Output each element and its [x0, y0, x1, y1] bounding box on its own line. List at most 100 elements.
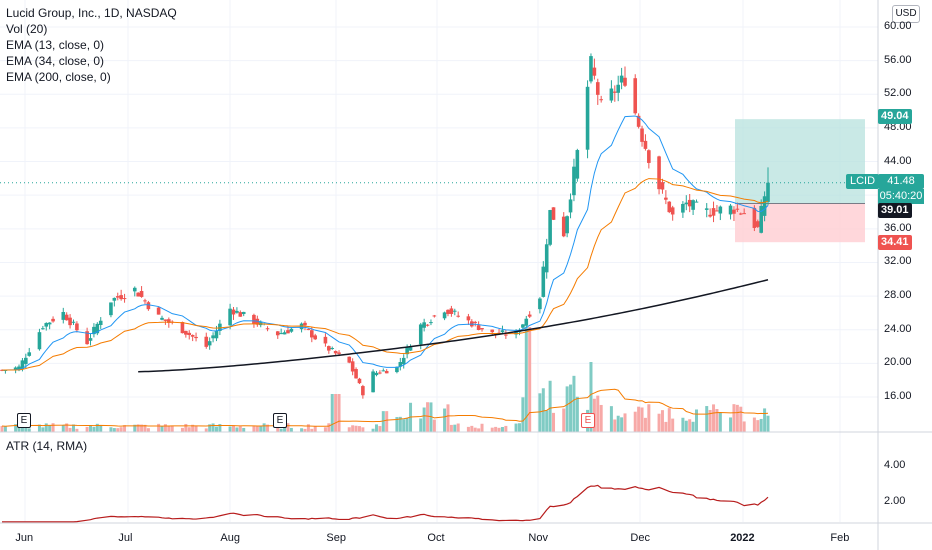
- candle-body: [538, 298, 542, 310]
- volume-bar: [146, 428, 150, 432]
- volume-bar: [214, 426, 218, 432]
- candle-body: [265, 328, 270, 330]
- volume-bar: [204, 428, 208, 432]
- volume-bar: [361, 427, 365, 432]
- ema200-line: [138, 279, 769, 373]
- volume-bar: [37, 424, 41, 432]
- candle-body: [766, 182, 770, 202]
- candle-body: [446, 309, 450, 314]
- price-tick-label: 36.00: [884, 221, 912, 234]
- volume-bar: [119, 427, 123, 432]
- earnings-marker[interactable]: E: [273, 413, 287, 428]
- candle-body: [704, 208, 709, 210]
- volume-bar: [51, 423, 55, 432]
- volume-bar: [623, 413, 627, 432]
- volume-bar: [242, 427, 246, 432]
- candle-body: [286, 330, 290, 334]
- candle-body: [667, 201, 672, 213]
- ema13-legend[interactable]: EMA (13, close, 0): [6, 38, 105, 52]
- volume-bar: [497, 427, 501, 432]
- symbol-title[interactable]: Lucid Group, Inc., 1D, NASDAQ: [6, 6, 177, 20]
- volume-bar: [565, 386, 569, 432]
- volume-bar: [306, 424, 310, 432]
- volume-bar: [286, 423, 290, 432]
- volume-bar: [374, 424, 378, 432]
- volume-ma-line: [1, 388, 769, 427]
- chart-legend: Lucid Group, Inc., 1D, NASDAQ Vol (20) E…: [6, 5, 177, 85]
- volume-bar: [752, 417, 756, 432]
- volume-bar: [712, 404, 716, 432]
- price-tick-label: 20.00: [884, 356, 912, 369]
- candle-body: [647, 150, 651, 163]
- candle-body: [27, 352, 32, 356]
- volume-bar: [354, 425, 358, 432]
- vol-legend[interactable]: Vol (20): [6, 22, 48, 36]
- volume-bar: [756, 420, 760, 432]
- volume-bar: [609, 406, 613, 432]
- earnings-marker[interactable]: E: [581, 413, 595, 428]
- volume-bar: [405, 417, 409, 432]
- volume-bar: [402, 419, 406, 432]
- volume-bar: [252, 426, 256, 432]
- volume-bar: [140, 424, 144, 432]
- candle-body: [289, 328, 294, 332]
- ema34-legend[interactable]: EMA (34, close, 0): [6, 54, 105, 68]
- volume-bar: [133, 424, 137, 432]
- ema200-legend[interactable]: EMA (200, close, 0): [6, 70, 111, 84]
- volume-bar: [232, 425, 236, 432]
- currency-button[interactable]: USD: [892, 5, 920, 23]
- volume-bar: [480, 423, 484, 432]
- volume-bar: [14, 424, 18, 432]
- volume-bar: [708, 409, 712, 432]
- earnings-marker[interactable]: E: [17, 413, 31, 428]
- volume-bar: [184, 423, 188, 432]
- candle-body: [572, 166, 576, 196]
- candle-body: [490, 329, 495, 333]
- price-tick-label: 52.00: [884, 87, 912, 100]
- candle-body: [735, 208, 740, 210]
- candle-body: [241, 311, 246, 315]
- volume-bar: [456, 423, 460, 432]
- volume-bar: [613, 419, 617, 432]
- volume-bar: [545, 410, 549, 432]
- candle-body: [357, 378, 362, 384]
- candle-body: [207, 341, 212, 346]
- candle-body: [333, 350, 338, 354]
- candle-body: [456, 315, 460, 317]
- candle-body: [599, 99, 603, 101]
- candle-body: [759, 205, 763, 233]
- candle-body: [609, 88, 614, 101]
- candle-body: [337, 352, 341, 354]
- volume-bar: [524, 327, 528, 432]
- candle-body: [742, 213, 746, 215]
- candle-body: [122, 298, 127, 300]
- candle-body: [92, 326, 96, 335]
- candle-body: [252, 314, 256, 324]
- candle-body: [681, 203, 685, 213]
- volume-bar: [191, 424, 195, 432]
- volume-bar: [528, 327, 532, 432]
- volume-bar: [17, 424, 21, 432]
- candle-body: [476, 325, 481, 330]
- volume-bar: [705, 406, 709, 432]
- volume-bar: [92, 426, 96, 432]
- volume-bar: [303, 428, 307, 432]
- atr-legend[interactable]: ATR (14, RMA): [6, 439, 88, 453]
- price-tick-label: 28.00: [884, 289, 912, 302]
- volume-bar: [422, 407, 426, 432]
- candle-body: [715, 210, 719, 212]
- candle-body: [41, 328, 45, 330]
- volume-bar: [259, 426, 263, 432]
- candle-body: [347, 356, 352, 363]
- long-position-tool[interactable]: [0, 119, 878, 243]
- candle-body: [384, 370, 389, 374]
- candle-body: [551, 207, 556, 220]
- volume-bar: [27, 428, 31, 432]
- candle-body: [139, 291, 144, 297]
- volume-bar: [123, 425, 127, 432]
- candlesticks: [0, 53, 770, 399]
- volume-bar: [504, 425, 508, 432]
- volume-bar: [657, 413, 661, 432]
- volume-bar: [262, 423, 266, 432]
